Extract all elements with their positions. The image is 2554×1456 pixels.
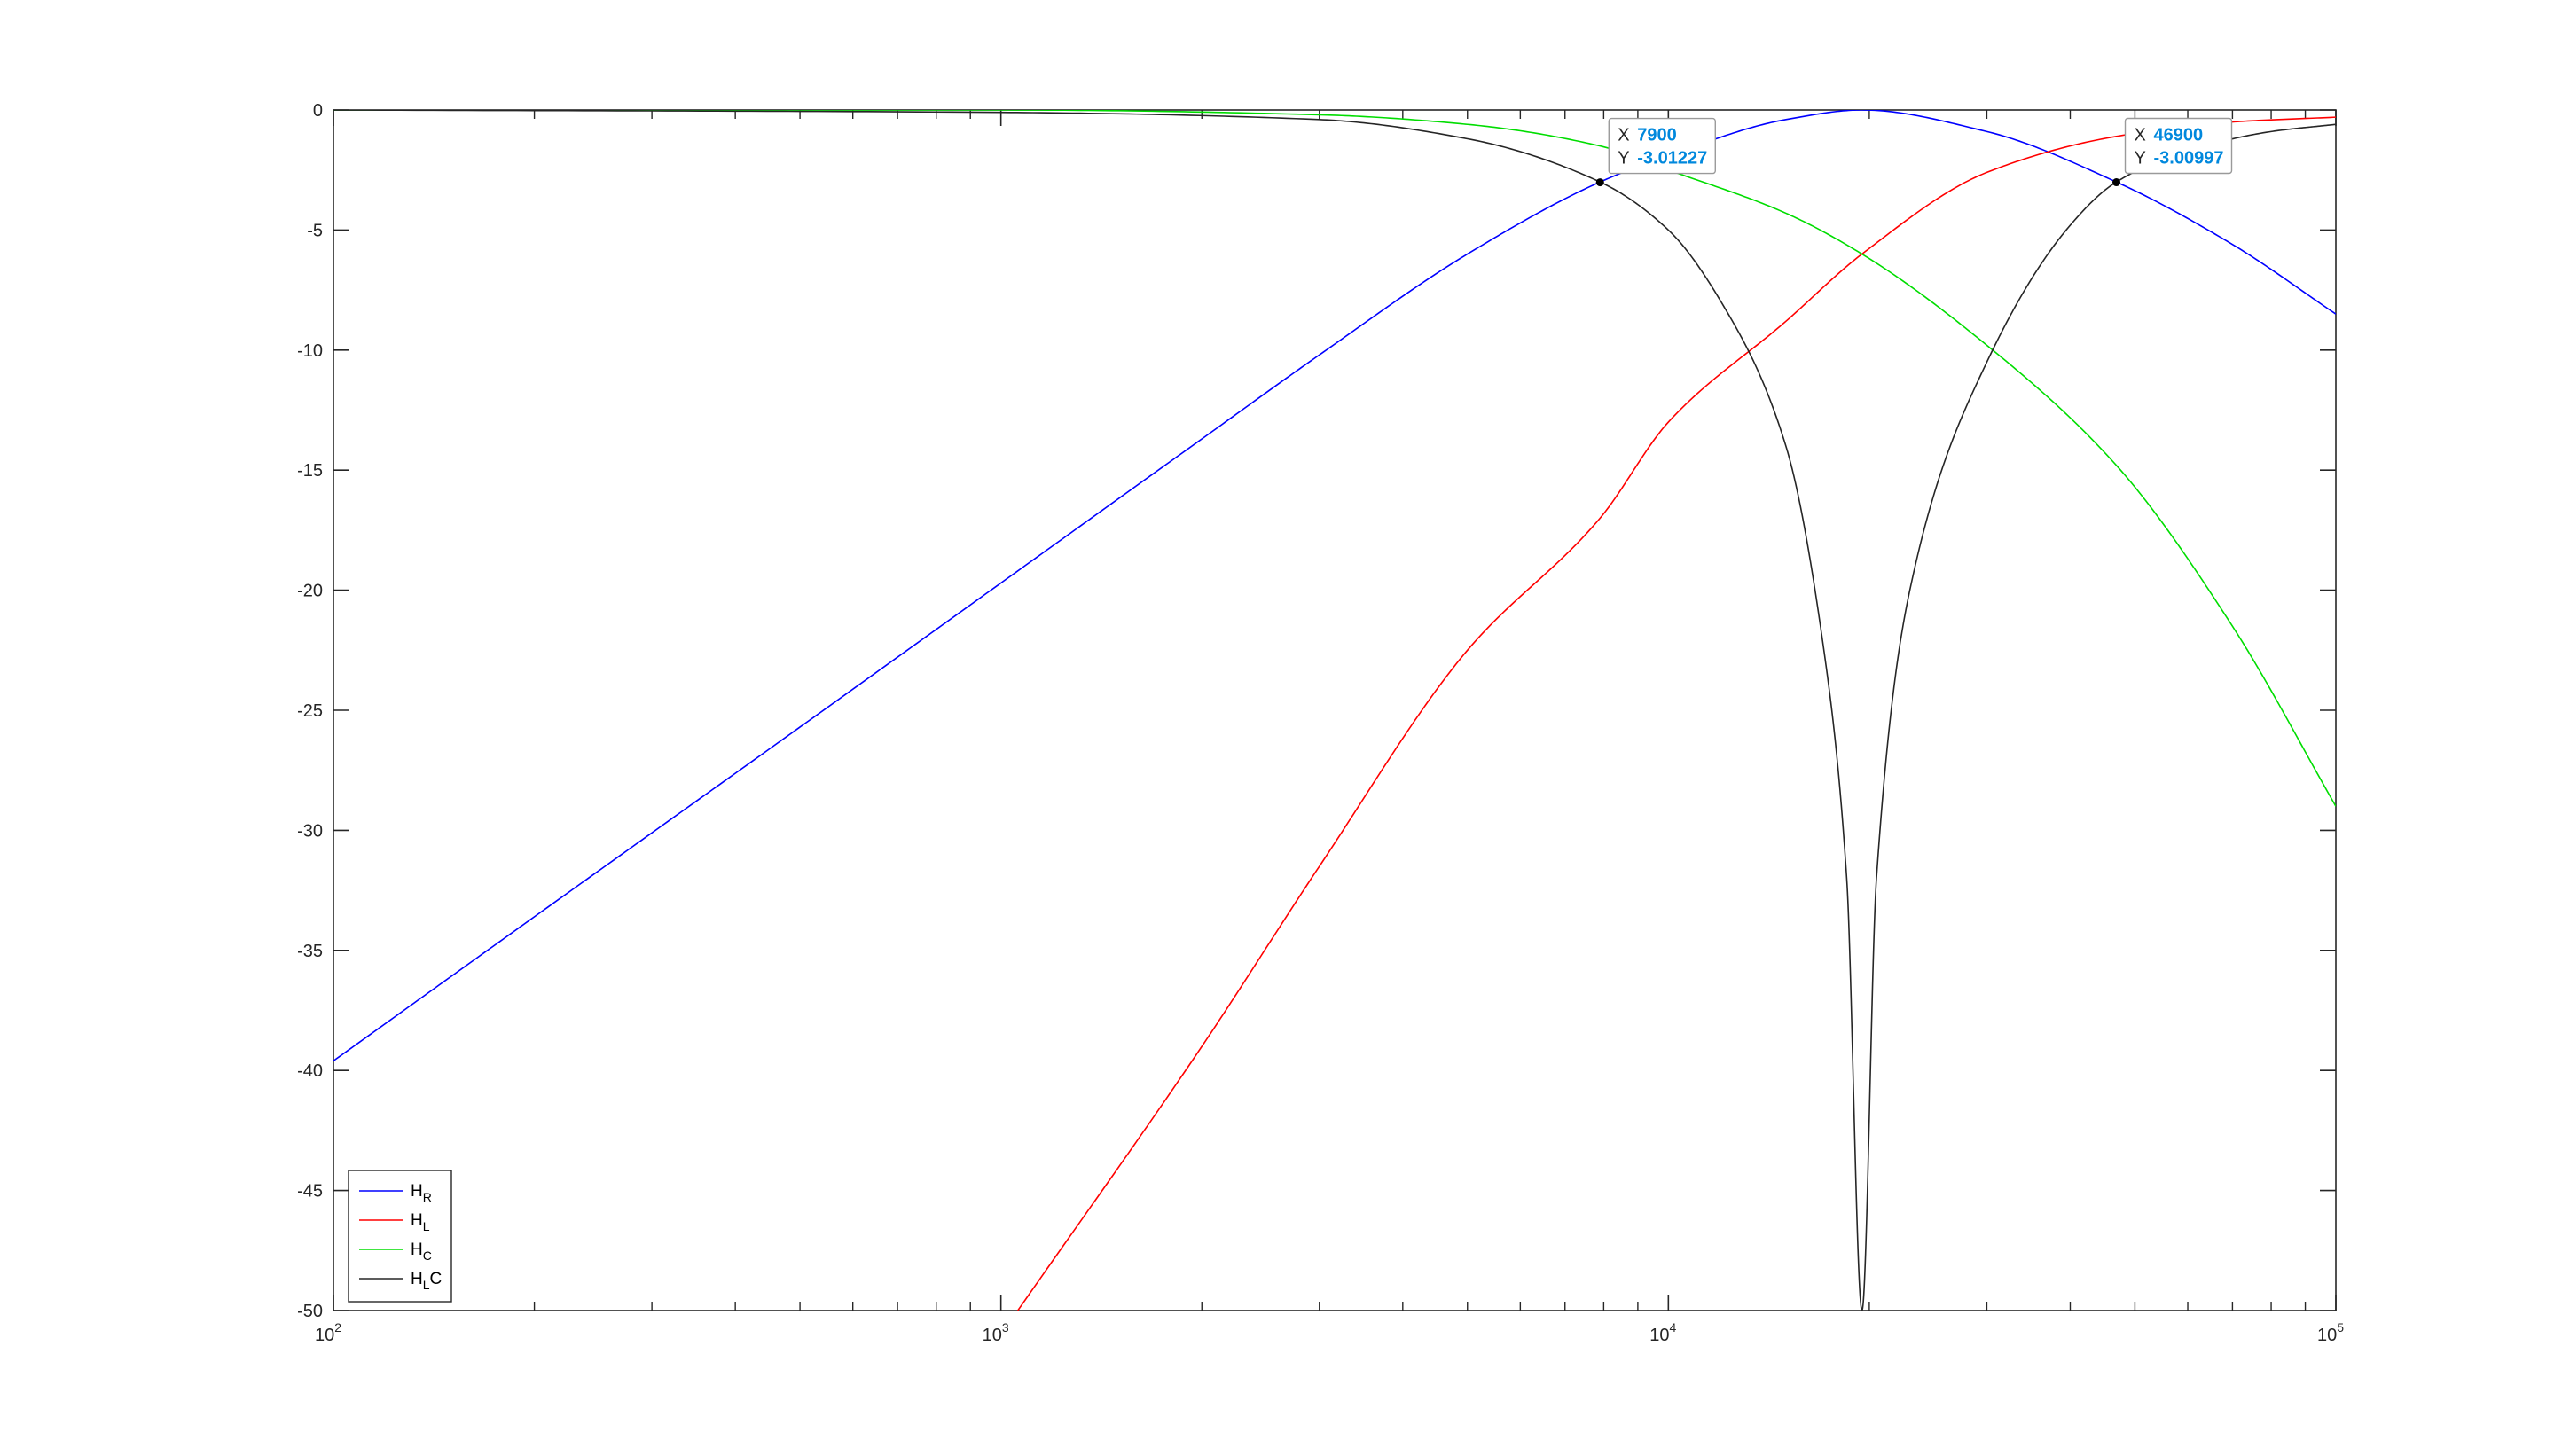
datatip-x-value: 7900 [1637, 126, 1677, 145]
legend-label: HC [411, 1241, 432, 1263]
series-line-h-c [333, 110, 2336, 807]
datatip-marker [2112, 178, 2121, 187]
y-tick-label: -20 [297, 582, 323, 601]
x-tick-label: 104 [1649, 1320, 1676, 1345]
y-tick-label: -5 [307, 221, 323, 240]
legend-label: HR [411, 1182, 432, 1204]
datatip-box [2124, 117, 2233, 175]
y-tick-label: -25 [297, 701, 323, 721]
y-tick-label: -40 [297, 1061, 323, 1081]
y-tick-label: -50 [297, 1302, 323, 1321]
legend-label: HL [411, 1211, 430, 1233]
datatip-box [1608, 117, 1716, 175]
x-tick-label: 102 [315, 1320, 341, 1345]
datatip-x-value: 46900 [2154, 126, 2204, 145]
datatip-marker [1595, 178, 1604, 187]
datatip-y-value: -3.00997 [2154, 149, 2224, 168]
y-tick-label: -30 [297, 821, 323, 841]
plot-area: 102 103 104 105 0 -5 -10 -15 -20 -25 -30 -35 -40 -45 -… [297, 101, 2344, 1345]
datatip-x-key: X [2135, 126, 2146, 145]
y-tick-label: -35 [297, 942, 323, 961]
datatip-y-value: -3.01227 [1637, 149, 1707, 168]
datatip-y-key: Y [1618, 149, 1629, 168]
y-tick-label: -15 [297, 461, 323, 481]
legend-label: HLC [411, 1270, 442, 1292]
datatip-x-key: X [1618, 126, 1629, 145]
x-tick-label: 103 [983, 1320, 1009, 1345]
y-tick-label: -10 [297, 341, 323, 361]
legend-box [348, 1170, 452, 1303]
y-tick-label: -45 [297, 1182, 323, 1202]
x-tick-label: 105 [2317, 1320, 2344, 1345]
y-tick-label: 0 [313, 101, 323, 121]
datatip-y-key: Y [2135, 149, 2146, 168]
axes-box [333, 109, 2337, 1311]
